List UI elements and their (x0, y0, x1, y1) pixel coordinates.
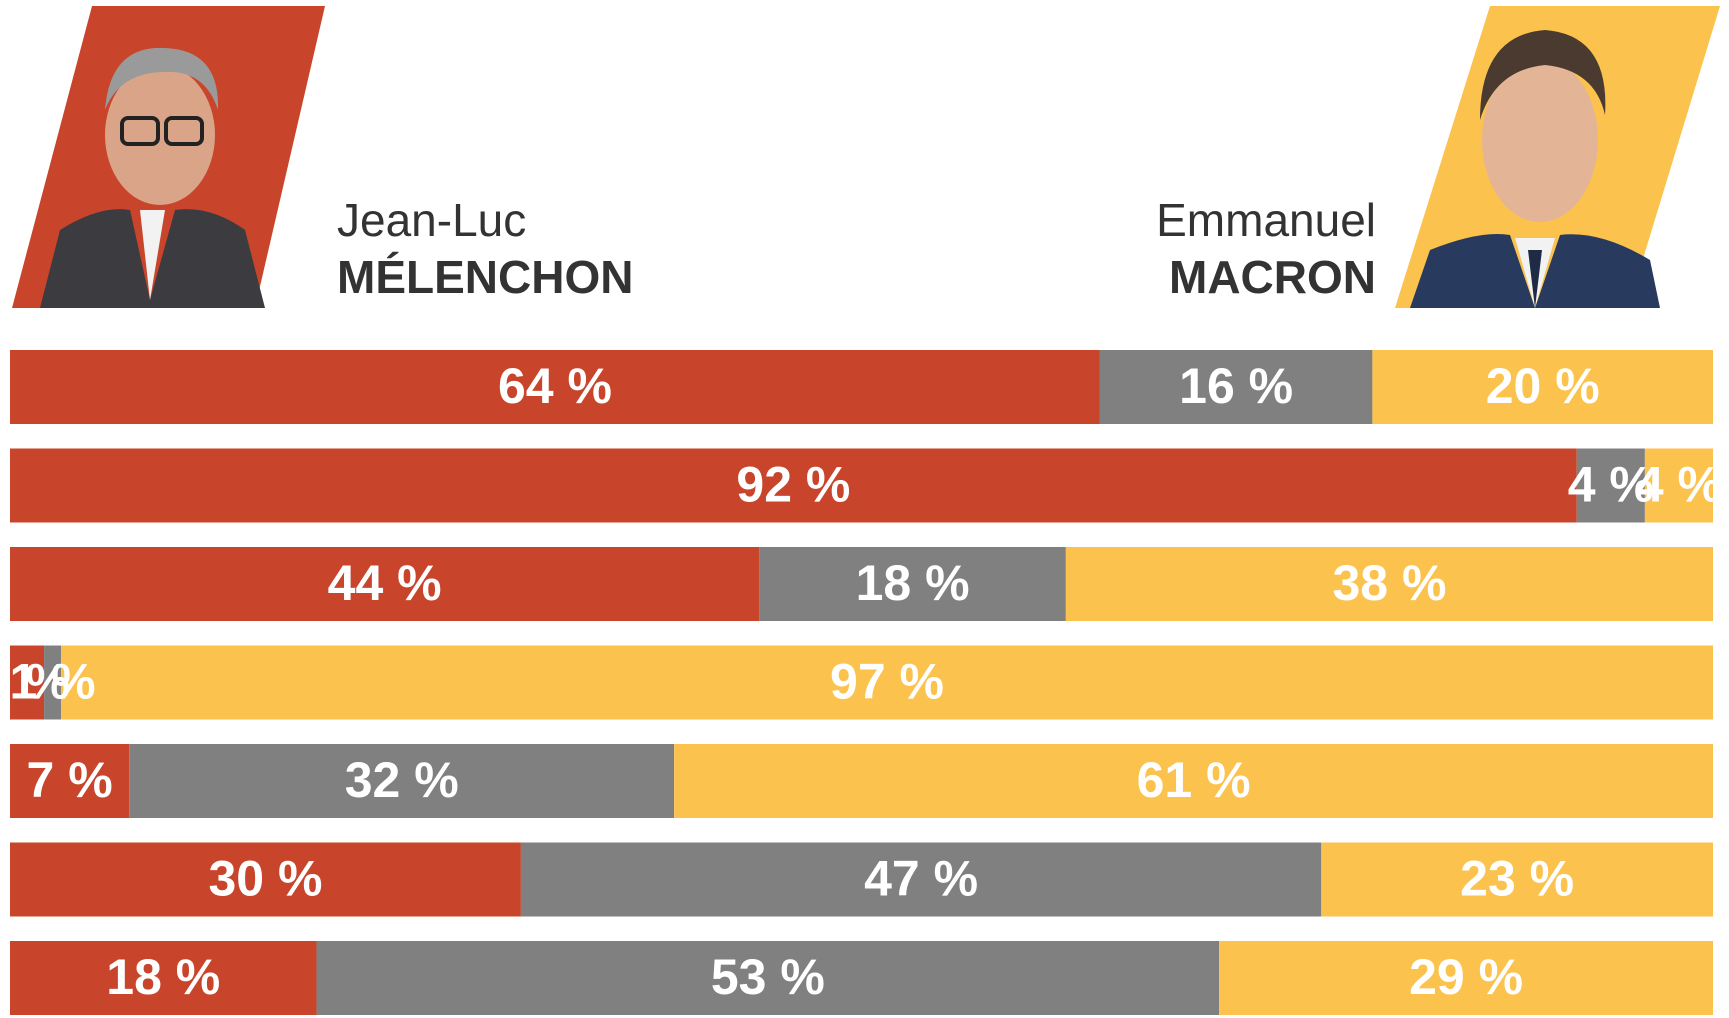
value-label: 38 % (1332, 555, 1446, 611)
value-label: 4 % (1636, 457, 1722, 513)
value-label: 32 % (345, 752, 459, 808)
value-label: 18 % (856, 555, 970, 611)
value-label: 20 % (1486, 358, 1600, 414)
value-label: 23 % (1460, 851, 1574, 907)
value-label: 30 % (208, 851, 322, 907)
value-label: 47 % (864, 851, 978, 907)
candidate-first-name: Jean-Luc (337, 194, 526, 246)
value-label: 64 % (498, 358, 612, 414)
value-label: 44 % (328, 555, 442, 611)
value-label: 18 % (106, 949, 220, 1005)
value-label: 92 % (736, 457, 850, 513)
candidate-last-name: MACRON (1169, 251, 1376, 303)
value-label: 29 % (1409, 949, 1523, 1005)
candidate-last-name: MÉLENCHON (337, 251, 633, 303)
chart: Jean-Luc MÉLENCHON Emmanuel MACRON 64 % 1… (0, 0, 1729, 1018)
value-label: 7 % (27, 752, 113, 808)
value-label: 1 % (9, 654, 95, 710)
value-label: 61 % (1137, 752, 1251, 808)
portrait-right (1395, 6, 1720, 308)
value-label: 53 % (711, 949, 825, 1005)
value-label: 16 % (1179, 358, 1293, 414)
portrait-left (12, 6, 325, 308)
candidate-first-name: Emmanuel (1156, 194, 1376, 246)
value-label: 97 % (830, 654, 944, 710)
